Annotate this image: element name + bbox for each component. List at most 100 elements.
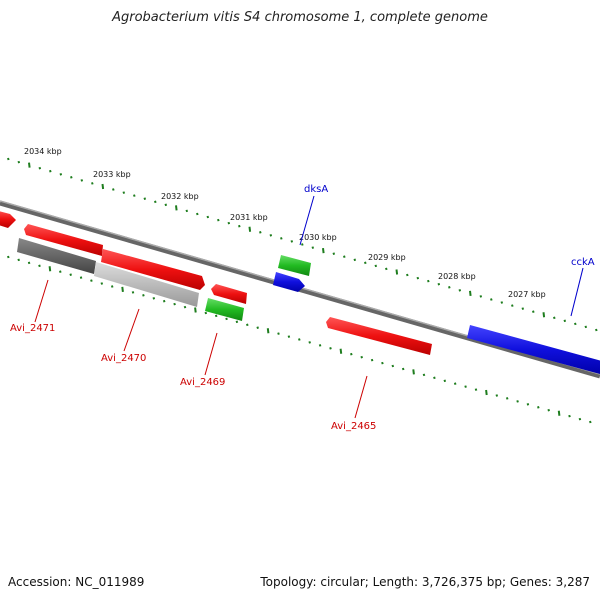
gene-blue-cckA[interactable]: [467, 325, 600, 374]
gene-blue-dksA[interactable]: [273, 272, 305, 292]
minor-tick: [433, 376, 436, 380]
minor-tick: [301, 243, 304, 246]
minor-tick: [246, 323, 249, 327]
gene-red-2469[interactable]: [211, 284, 247, 304]
major-tick: [194, 307, 197, 313]
topology-text: Topology: circular; Length: 3,726,375 bp…: [260, 575, 590, 589]
major-tick: [28, 162, 31, 168]
minor-tick: [360, 355, 363, 359]
minor-tick: [280, 237, 283, 240]
major-tick: [322, 247, 325, 254]
minor-tick: [80, 179, 84, 182]
inner-scale-ticks: [7, 255, 592, 424]
minor-tick: [350, 352, 353, 356]
scale-label-2033: 2033 kbp: [93, 170, 131, 179]
gene-green-dksA[interactable]: [278, 255, 311, 276]
minor-tick: [79, 276, 83, 279]
major-tick: [248, 226, 252, 232]
minor-tick: [511, 304, 514, 307]
minor-tick: [516, 400, 519, 403]
minor-tick: [532, 310, 535, 313]
minor-tick: [547, 408, 550, 412]
minor-tick: [110, 285, 114, 288]
gene-label-avi-2465[interactable]: Avi_2465: [331, 421, 376, 432]
minor-tick: [38, 264, 41, 268]
minor-tick: [173, 302, 176, 306]
gene-green-2469[interactable]: [205, 298, 244, 321]
major-tick: [557, 410, 561, 416]
minor-tick: [479, 295, 483, 298]
minor-tick: [27, 261, 31, 265]
leader-avi-2469: [204, 332, 218, 376]
minor-tick: [343, 255, 346, 258]
gene-gray-dark[interactable]: [17, 238, 96, 274]
minor-tick: [196, 212, 199, 216]
minor-tick: [256, 326, 259, 329]
gene-label-avi-2470[interactable]: Avi_2470: [101, 353, 146, 364]
gene-red-2471a[interactable]: [24, 224, 103, 256]
minor-tick: [370, 358, 374, 362]
minor-tick: [364, 261, 367, 265]
minor-tick: [91, 182, 94, 185]
minor-tick: [238, 224, 241, 228]
minor-tick: [391, 364, 395, 368]
minor-tick: [381, 361, 384, 365]
minor-tick: [574, 322, 577, 326]
minor-tick: [59, 173, 63, 176]
minor-tick: [500, 301, 504, 304]
scale-label-2029: 2029 kbp: [368, 253, 406, 262]
minor-tick: [259, 231, 262, 234]
minor-tick: [122, 191, 126, 194]
minor-tick: [453, 382, 457, 385]
gene-red-2470[interactable]: [101, 249, 205, 290]
minor-tick: [49, 169, 52, 173]
gene-label-cckA[interactable]: cckA: [571, 257, 595, 268]
gene-gray-light[interactable]: [94, 262, 199, 307]
major-tick: [101, 183, 105, 190]
gene-label-avi-2469[interactable]: Avi_2469: [180, 377, 225, 388]
gene-label-dksA[interactable]: dksA: [304, 184, 328, 195]
minor-tick: [185, 209, 189, 213]
minor-tick: [152, 297, 156, 300]
major-tick: [339, 348, 343, 354]
minor-tick: [217, 218, 220, 222]
minor-tick: [142, 294, 145, 297]
minor-tick: [374, 264, 378, 268]
gene-label-avi-2471[interactable]: Avi_2471: [10, 323, 55, 334]
minor-tick: [206, 215, 210, 219]
minor-tick: [526, 403, 530, 406]
minor-tick: [474, 388, 478, 391]
minor-tick: [427, 279, 430, 283]
minor-tick: [589, 420, 592, 424]
minor-tick: [353, 258, 357, 262]
minor-tick: [17, 258, 20, 262]
minor-tick: [290, 240, 294, 243]
minor-tick: [311, 246, 315, 249]
minor-tick: [183, 305, 187, 309]
major-tick: [485, 389, 488, 396]
gene-red-2465[interactable]: [326, 317, 432, 355]
major-tick: [542, 312, 546, 318]
major-tick: [175, 205, 178, 211]
major-tick: [469, 290, 472, 297]
major-tick: [121, 286, 124, 293]
major-tick: [266, 328, 270, 334]
minor-tick: [214, 314, 218, 318]
leader-cckA: [570, 267, 584, 317]
minor-tick: [143, 197, 147, 200]
minor-tick: [401, 367, 405, 371]
minor-tick: [7, 157, 10, 161]
gene-red-edge[interactable]: [0, 210, 16, 228]
leader-dksA: [299, 195, 315, 246]
minor-tick: [70, 176, 73, 179]
minor-tick: [443, 379, 447, 383]
minor-tick: [131, 291, 135, 294]
scale-label-2028: 2028 kbp: [438, 272, 476, 281]
minor-tick: [329, 347, 332, 350]
scale-label-2031: 2031 kbp: [230, 213, 268, 222]
minor-tick: [437, 282, 441, 286]
leader-avi-2470: [123, 308, 140, 352]
scale-label-2034: 2034 kbp: [24, 147, 62, 156]
leader-avi-2471: [34, 279, 49, 323]
